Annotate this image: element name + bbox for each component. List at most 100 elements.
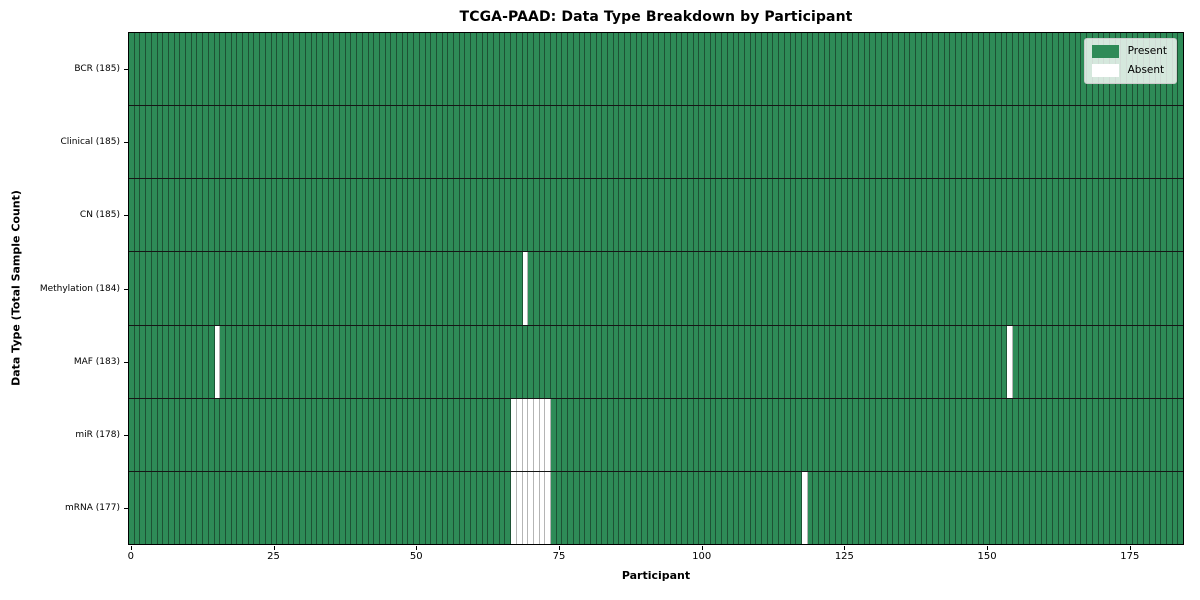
cell-present	[893, 471, 899, 544]
cell-present	[716, 33, 723, 106]
cell-present	[585, 398, 591, 471]
cell-present	[864, 179, 871, 252]
cell-present	[334, 179, 341, 252]
cell-present	[454, 33, 460, 106]
cell-present	[391, 179, 398, 252]
cell-present	[436, 398, 443, 471]
cell-present	[465, 33, 472, 106]
cell-present	[157, 106, 164, 179]
cell-present	[973, 471, 979, 544]
cell-present	[1081, 252, 1088, 325]
cell-present	[881, 252, 888, 325]
cell-present	[944, 106, 951, 179]
cell-present	[311, 179, 318, 252]
cell-present	[134, 179, 141, 252]
cell-present	[910, 471, 917, 544]
cell-present	[767, 398, 774, 471]
cell-present	[1092, 106, 1099, 179]
cell-present	[271, 179, 278, 252]
cell-present	[921, 252, 928, 325]
cell-present	[767, 179, 774, 252]
cell-present	[933, 398, 939, 471]
cell-present	[784, 471, 791, 544]
cell-present	[322, 398, 329, 471]
cell-present	[459, 398, 466, 471]
cell-present	[881, 325, 888, 398]
cell-present	[271, 471, 278, 544]
cell-present	[271, 106, 278, 179]
cell-present	[494, 106, 500, 179]
cell-present	[562, 398, 569, 471]
cell-present	[494, 398, 500, 471]
cell-present	[950, 33, 956, 106]
cell-present	[1035, 398, 1042, 471]
cell-present	[801, 179, 808, 252]
cell-present	[898, 398, 905, 471]
cell-present	[733, 179, 740, 252]
cell-present	[1115, 398, 1122, 471]
cell-present	[516, 325, 523, 398]
cell-present	[630, 325, 637, 398]
cell-present	[1161, 398, 1167, 471]
cell-present	[659, 106, 666, 179]
cell-present	[168, 106, 175, 179]
cell-present	[682, 33, 688, 106]
cell-present	[682, 252, 688, 325]
cell-present	[847, 252, 854, 325]
cell-present	[225, 252, 232, 325]
cell-present	[556, 106, 563, 179]
cell-present	[414, 398, 420, 471]
cell-present	[391, 471, 398, 544]
cell-present	[739, 33, 745, 106]
cell-present	[619, 398, 626, 471]
cell-present	[208, 398, 215, 471]
cell-present	[300, 252, 306, 325]
cell-present	[1052, 398, 1059, 471]
cell-present	[1024, 398, 1031, 471]
cell-present	[682, 325, 688, 398]
cell-present	[197, 33, 204, 106]
cell-present	[294, 325, 301, 398]
x-tick-label: 100	[692, 551, 712, 562]
cell-present	[397, 325, 403, 398]
cell-present	[716, 179, 723, 252]
cell-present	[887, 398, 894, 471]
cell-present	[454, 106, 460, 179]
cell-present	[379, 179, 386, 252]
cell-present	[186, 398, 192, 471]
cell-present	[151, 252, 158, 325]
cell-present	[916, 33, 922, 106]
cell-present	[522, 106, 529, 179]
cell-present	[385, 398, 392, 471]
cell-present	[893, 179, 899, 252]
legend: Present Absent	[1083, 38, 1177, 84]
cell-present	[351, 471, 358, 544]
cell-present	[944, 398, 951, 471]
cell-present	[163, 106, 169, 179]
cell-present	[511, 33, 517, 106]
cell-present	[608, 33, 614, 106]
cell-present	[220, 33, 226, 106]
cell-present	[1012, 471, 1019, 544]
cell-present	[978, 252, 985, 325]
cell-present	[1012, 325, 1019, 398]
cell-present	[830, 179, 837, 252]
cell-present	[1155, 471, 1162, 544]
cell-present	[322, 325, 329, 398]
cell-present	[699, 398, 706, 471]
cell-present	[887, 33, 894, 106]
cell-present	[739, 179, 745, 252]
cell-present	[385, 471, 392, 544]
cell-present	[687, 398, 694, 471]
cell-present	[779, 325, 785, 398]
cell-present	[1081, 179, 1088, 252]
cell-present	[647, 179, 654, 252]
cell-present	[853, 179, 859, 252]
cell-present	[1041, 179, 1048, 252]
cell-present	[180, 325, 187, 398]
cell-present	[448, 33, 455, 106]
cell-present	[322, 471, 329, 544]
cell-present	[311, 33, 318, 106]
cell-present	[362, 33, 369, 106]
cell-present	[157, 252, 164, 325]
